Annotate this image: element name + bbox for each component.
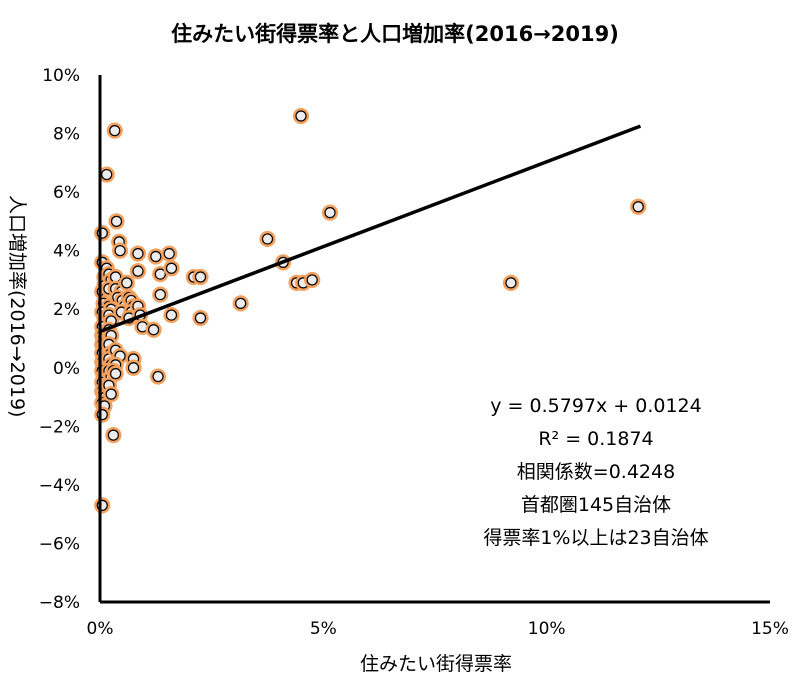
annotation-line: R² = 0.1874 xyxy=(538,428,653,450)
data-point-outline xyxy=(132,247,144,260)
y-tick-label: −6% xyxy=(39,534,80,554)
data-point-outline xyxy=(148,324,160,336)
annotation-line: 首都圏145自治体 xyxy=(521,494,671,516)
data-point-outline xyxy=(110,368,122,380)
data-point-outline xyxy=(121,277,133,289)
data-point-outline xyxy=(235,297,247,309)
data-point-outline xyxy=(165,262,178,274)
data-point-outline xyxy=(101,168,113,181)
data-point-outline xyxy=(295,110,307,122)
y-tick-label: 2% xyxy=(53,300,80,320)
data-point-outline xyxy=(114,245,126,257)
y-tick-label: 10% xyxy=(42,66,80,86)
regression-annotations: y = 0.5797x + 0.0124 R² = 0.1874 相関係数=0.42… xyxy=(483,395,708,549)
y-tick-label: 6% xyxy=(53,183,80,203)
data-point-outline xyxy=(306,274,318,286)
y-tick-label: 8% xyxy=(53,125,80,145)
data-point-outline xyxy=(96,499,108,511)
x-axis-ticks: 0% 5% 10% 15% xyxy=(87,619,789,639)
annotation-line: 得票率1%以上は23自治体 xyxy=(483,527,708,549)
trendline xyxy=(99,124,642,334)
x-tick-label: 0% xyxy=(87,619,114,639)
data-points xyxy=(94,107,647,514)
chart-title: 住みたい街得票率と人口増加率(2016→2019) xyxy=(171,22,619,46)
y-tick-label: −4% xyxy=(39,476,80,496)
x-tick-label: 5% xyxy=(310,619,337,639)
y-axis-label: 人口増加率(2016→2019) xyxy=(6,195,28,417)
data-point-outline xyxy=(505,277,517,289)
data-point-outline xyxy=(152,370,164,383)
y-tick-label: 4% xyxy=(53,242,80,262)
data-point-outline xyxy=(194,312,207,324)
data-point-outline xyxy=(110,215,123,227)
x-axis-label: 住みたい街得票率 xyxy=(360,653,512,675)
data-point-outline xyxy=(194,271,207,283)
x-tick-label: 15% xyxy=(751,619,789,639)
data-point-outline xyxy=(632,201,644,213)
annotation-line: y = 0.5797x + 0.0124 xyxy=(490,395,701,417)
data-point-outline xyxy=(154,288,166,301)
y-axis-ticks: 10% 8% 6% 4% 2% 0% −2% −4% −6% −8% xyxy=(39,66,80,613)
data-point-outline xyxy=(127,362,140,374)
data-point-outline xyxy=(96,227,108,239)
data-point-outline xyxy=(324,207,336,219)
annotation-line: 相関係数=0.4248 xyxy=(517,461,675,483)
y-tick-label: 0% xyxy=(53,359,80,379)
data-point-outline xyxy=(154,268,166,280)
data-point-outline xyxy=(163,247,175,260)
x-tick-label: 10% xyxy=(528,619,566,639)
data-point-outline xyxy=(109,125,121,137)
data-point-outline xyxy=(165,309,178,321)
data-point-outline xyxy=(261,233,274,245)
data-point-outline xyxy=(105,388,117,400)
y-tick-label: −2% xyxy=(39,417,80,437)
data-point-outline xyxy=(150,250,162,263)
data-point-outline xyxy=(107,429,120,441)
data-point-outline xyxy=(132,265,144,277)
data-point-outline xyxy=(96,409,108,421)
y-tick-label: −8% xyxy=(39,593,80,613)
